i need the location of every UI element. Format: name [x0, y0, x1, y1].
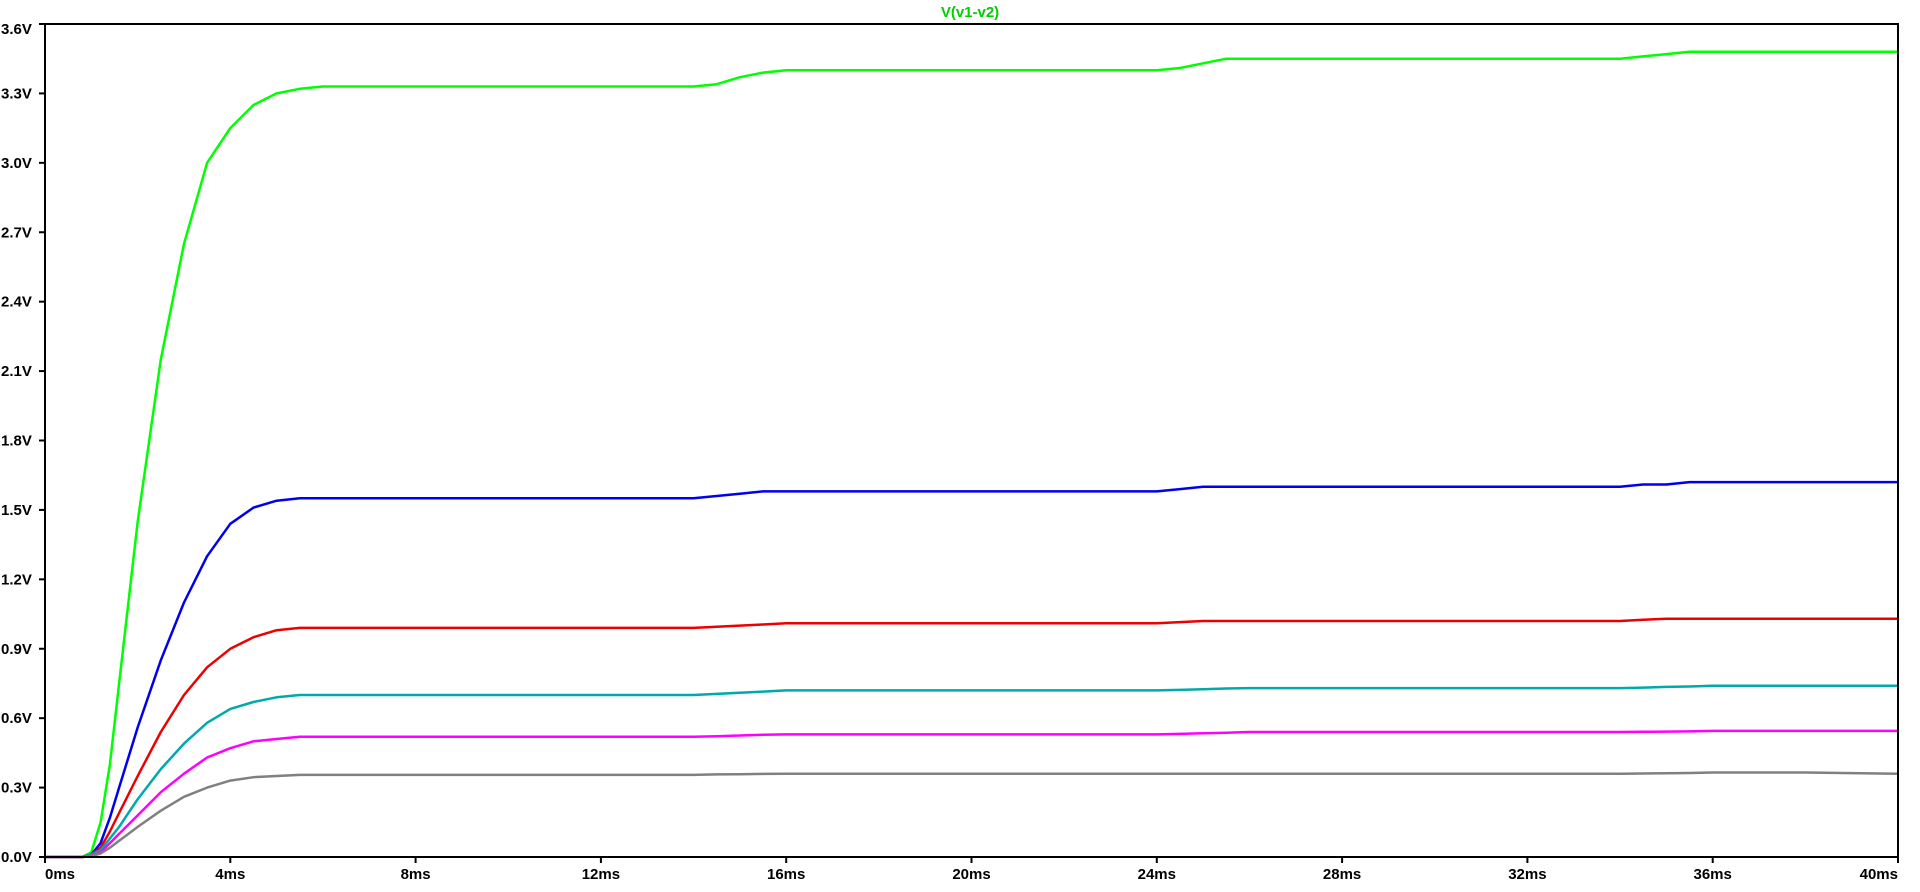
- series-line-2: [45, 480, 1898, 859]
- y-tick-label: 1.5V: [1, 502, 32, 519]
- y-tick-label: 3.0V: [1, 155, 32, 172]
- y-tick-label: 1.8V: [1, 433, 32, 450]
- y-tick-label: 1.2V: [1, 571, 32, 588]
- x-tick-label: 36ms: [1694, 866, 1732, 883]
- x-tick-label: 32ms: [1508, 866, 1546, 883]
- y-axis: 0.0V 0.3V 0.6V 0.9V 1.2V 1.5V 1.8V 2.1V 2.4V 2.7V…: [1, 21, 45, 866]
- x-axis: 0ms 4ms 8ms 12ms 16ms 20ms 24ms 28ms 32ms 36ms 40m…: [44, 857, 1899, 883]
- y-tick-label: 3.3V: [1, 85, 32, 102]
- y-tick-label: 3.6V: [1, 21, 32, 38]
- series-line-1: [45, 50, 1898, 859]
- y-tick-label: 2.4V: [1, 294, 32, 311]
- chart-title: V(v1-v2): [941, 4, 999, 21]
- x-tick-label: 12ms: [582, 866, 620, 883]
- x-tick-label: 0ms: [45, 866, 75, 883]
- x-tick-label: 40ms: [1860, 866, 1898, 883]
- series-line-6: [45, 771, 1899, 859]
- x-tick-label: 4ms: [215, 866, 245, 883]
- y-tick-label: 0.6V: [1, 710, 32, 727]
- x-tick-label: 16ms: [767, 866, 805, 883]
- x-tick-label: 8ms: [401, 866, 431, 883]
- y-tick-label: 0.9V: [1, 641, 32, 658]
- x-tick-label: 20ms: [952, 866, 990, 883]
- y-tick-label: 0.3V: [1, 780, 32, 797]
- series-layer: [45, 50, 1899, 859]
- series-line-4: [45, 684, 1898, 859]
- x-tick-label: 28ms: [1323, 866, 1361, 883]
- y-tick-label: 2.1V: [1, 363, 32, 380]
- y-tick-label: 0.0V: [1, 849, 32, 866]
- x-tick-label: 24ms: [1138, 866, 1176, 883]
- y-tick-label: 2.7V: [1, 224, 32, 241]
- series-line-3: [45, 617, 1898, 859]
- series-line-5: [45, 729, 1898, 859]
